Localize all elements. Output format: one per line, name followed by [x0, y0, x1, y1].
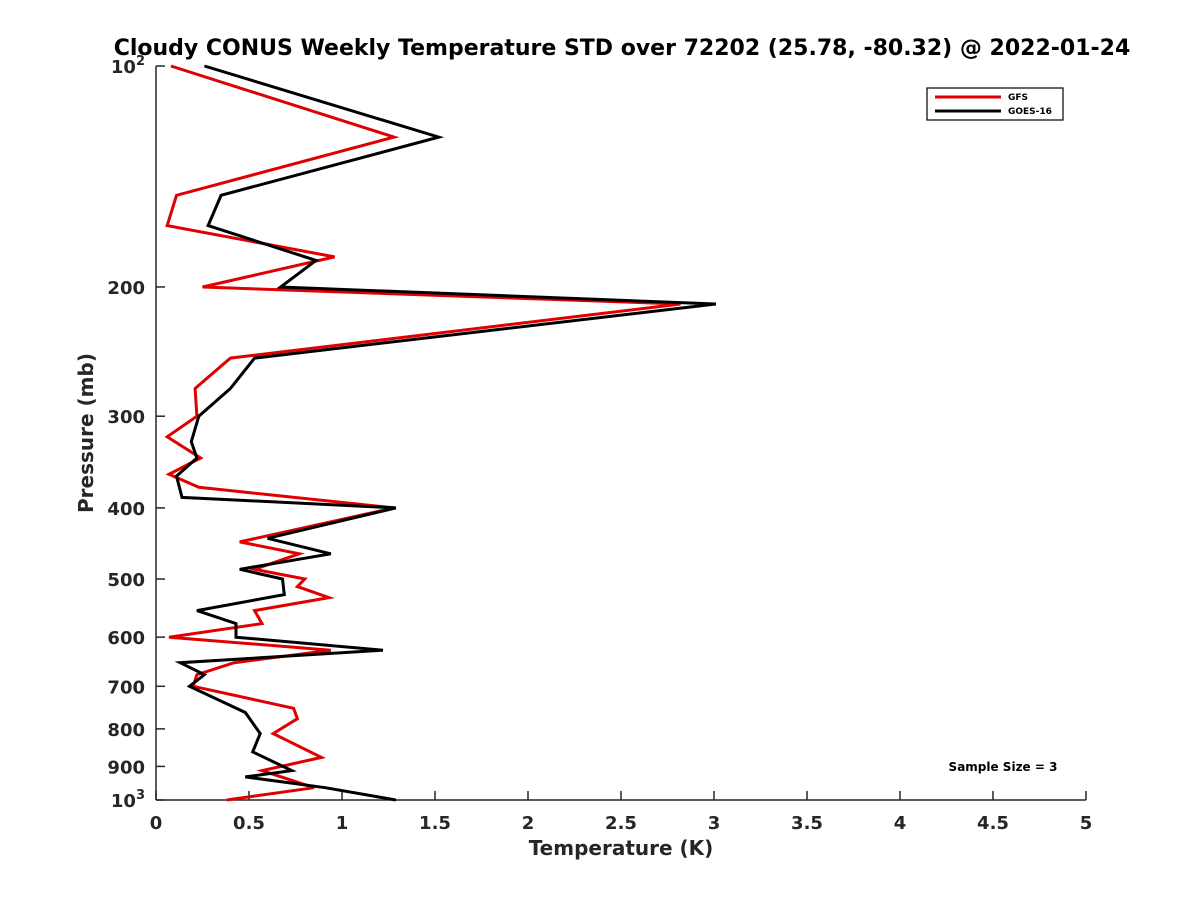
- x-tick-label: 1.5: [419, 813, 451, 834]
- x-tick-label: 4: [894, 813, 907, 834]
- legend: GFS GOES-16: [926, 87, 1064, 121]
- legend-label: GOES-16: [1008, 107, 1052, 117]
- x-tick-label: 3.5: [791, 813, 823, 834]
- y-tick-label: 600: [107, 628, 145, 649]
- x-tick-label: 3: [708, 813, 721, 834]
- y-tick-label: 200: [107, 278, 145, 299]
- series-line-goes-16: [174, 64, 717, 802]
- y-tick-label: 102: [111, 54, 145, 78]
- x-tick-label: 2: [522, 813, 535, 834]
- y-tick-label: 900: [107, 757, 145, 778]
- x-tick-label: 1: [336, 813, 349, 834]
- series-lines: [164, 64, 717, 802]
- y-tick-label: 500: [107, 570, 145, 591]
- x-tick-label: 4.5: [977, 813, 1009, 834]
- x-axis-label: Temperature (K): [529, 836, 714, 860]
- y-axis-label: Pressure (mb): [74, 353, 98, 513]
- series-line-gfs: [164, 64, 681, 802]
- y-tick-label: 103: [111, 788, 145, 812]
- y-tick-label: 800: [107, 720, 145, 741]
- x-tick-label: 0.5: [233, 813, 265, 834]
- x-axis-ticks: 0 0.5 1 1.5 2 2.5 3 3.5 4 4.5 5: [150, 791, 1093, 834]
- x-tick-label: 0: [150, 813, 163, 834]
- y-tick-label: 400: [107, 499, 145, 520]
- y-tick-label: 700: [107, 677, 145, 698]
- chart-title: Cloudy CONUS Weekly Temperature STD over…: [114, 36, 1131, 61]
- legend-box: [926, 87, 1064, 121]
- sample-size-annotation: Sample Size = 3: [949, 760, 1058, 774]
- x-tick-label: 2.5: [605, 813, 637, 834]
- y-axis-ticks: 102 200 300 400 500 600 700 800 900 103: [107, 54, 165, 812]
- y-tick-label: 300: [107, 407, 145, 428]
- x-tick-label: 5: [1080, 813, 1093, 834]
- legend-label: GFS: [1008, 93, 1028, 103]
